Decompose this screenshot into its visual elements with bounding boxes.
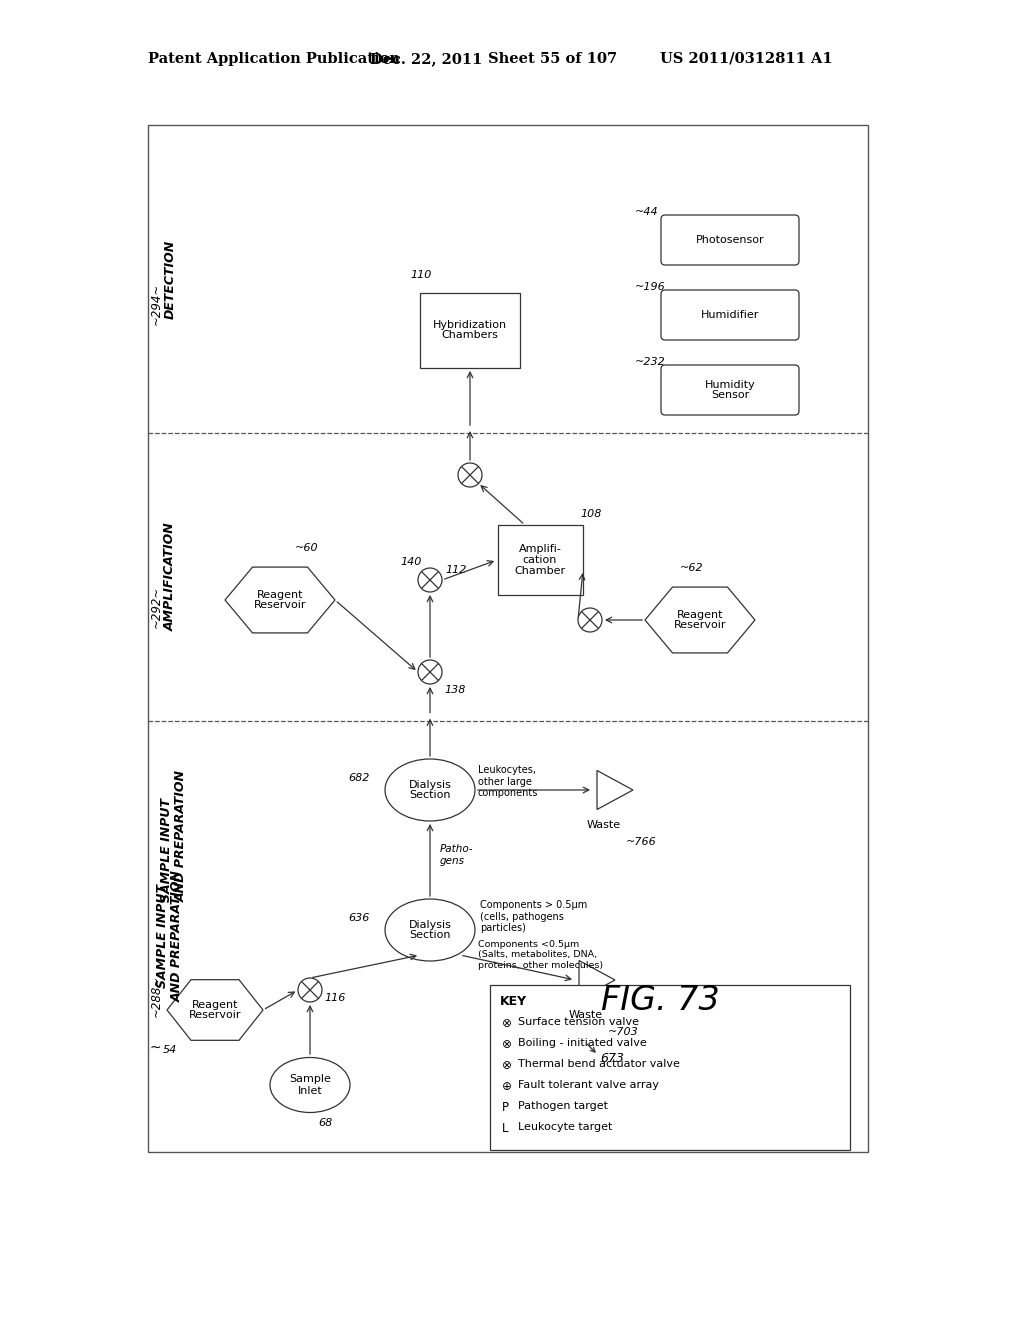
Text: 68: 68 — [318, 1118, 332, 1129]
FancyBboxPatch shape — [662, 366, 799, 414]
Text: ~196: ~196 — [635, 282, 666, 292]
Text: L: L — [502, 1122, 509, 1135]
Circle shape — [298, 978, 322, 1002]
Text: Reservoir: Reservoir — [188, 1011, 242, 1020]
Text: Chamber: Chamber — [514, 566, 565, 576]
Text: Sample: Sample — [289, 1074, 331, 1085]
Text: Thermal bend actuator valve: Thermal bend actuator valve — [518, 1059, 680, 1069]
Text: ~766: ~766 — [626, 837, 656, 847]
Polygon shape — [225, 568, 335, 632]
Text: Humidity: Humidity — [705, 380, 756, 389]
Text: Dialysis: Dialysis — [409, 920, 452, 929]
Ellipse shape — [385, 759, 475, 821]
Text: Reagent: Reagent — [257, 590, 303, 599]
Ellipse shape — [270, 1057, 350, 1113]
Text: ~292~: ~292~ — [150, 586, 163, 628]
Text: 682: 682 — [348, 774, 370, 783]
Text: Section: Section — [410, 791, 451, 800]
Text: ~232: ~232 — [635, 356, 666, 367]
Text: 108: 108 — [580, 510, 601, 519]
Text: 138: 138 — [444, 685, 465, 696]
Text: Patent Application Publication: Patent Application Publication — [148, 51, 400, 66]
Text: ⊗: ⊗ — [502, 1016, 512, 1030]
Text: Reservoir: Reservoir — [674, 620, 726, 631]
Text: Sensor: Sensor — [711, 391, 750, 400]
Text: ~44: ~44 — [635, 207, 658, 216]
Text: Photosensor: Photosensor — [695, 235, 764, 246]
Text: 54: 54 — [163, 1045, 177, 1055]
Circle shape — [458, 463, 482, 487]
Text: Leukocytes,
other large
components: Leukocytes, other large components — [478, 766, 539, 799]
Text: ~62: ~62 — [680, 564, 703, 573]
Text: SAMPLE INPUT
AND PREPARATION: SAMPLE INPUT AND PREPARATION — [156, 870, 184, 1002]
Text: KEY: KEY — [500, 995, 527, 1008]
Text: ⊗: ⊗ — [502, 1038, 512, 1051]
Text: 673: 673 — [600, 1052, 624, 1064]
Text: 140: 140 — [400, 557, 421, 568]
Text: Patho-
gens: Patho- gens — [440, 845, 473, 866]
Polygon shape — [579, 961, 615, 999]
Text: Surface tension valve: Surface tension valve — [518, 1016, 639, 1027]
Text: Sheet 55 of 107: Sheet 55 of 107 — [488, 51, 617, 66]
Text: Humidifier: Humidifier — [700, 310, 759, 319]
Text: Components <0.5μm
(Salts, metabolites, DNA,
proteins, other molecules): Components <0.5μm (Salts, metabolites, D… — [478, 940, 603, 970]
Text: Reagent: Reagent — [191, 999, 239, 1010]
Text: AMPLIFICATION: AMPLIFICATION — [164, 523, 176, 631]
FancyBboxPatch shape — [662, 290, 799, 341]
Text: ~288~: ~288~ — [150, 975, 163, 1018]
Text: Leukocyte target: Leukocyte target — [518, 1122, 612, 1133]
Text: ~294~: ~294~ — [150, 282, 163, 325]
Text: cation: cation — [523, 554, 557, 565]
Text: 636: 636 — [348, 913, 370, 923]
Text: ⊕: ⊕ — [502, 1080, 512, 1093]
FancyBboxPatch shape — [662, 215, 799, 265]
Text: Chambers: Chambers — [441, 330, 499, 341]
Text: Amplifi-: Amplifi- — [518, 544, 561, 554]
Text: Reagent: Reagent — [677, 610, 723, 619]
Circle shape — [418, 660, 442, 684]
Text: US 2011/0312811 A1: US 2011/0312811 A1 — [660, 51, 833, 66]
Text: Boiling - initiated valve: Boiling - initiated valve — [518, 1038, 647, 1048]
Text: Dialysis: Dialysis — [409, 780, 452, 789]
Text: DETECTION: DETECTION — [164, 239, 176, 318]
Ellipse shape — [385, 899, 475, 961]
Text: Fault tolerant valve array: Fault tolerant valve array — [518, 1080, 659, 1090]
Text: Reservoir: Reservoir — [254, 601, 306, 610]
Text: Dec. 22, 2011: Dec. 22, 2011 — [370, 51, 482, 66]
Text: Section: Section — [410, 931, 451, 940]
Text: FIG. 73: FIG. 73 — [601, 983, 720, 1016]
Bar — [148, 125, 868, 1152]
Text: SAMPLE INPUT
AND PREPARATION: SAMPLE INPUT AND PREPARATION — [160, 771, 188, 903]
Text: ~: ~ — [150, 1041, 162, 1055]
Polygon shape — [597, 771, 633, 809]
Circle shape — [418, 568, 442, 591]
Text: ⊗: ⊗ — [502, 1059, 512, 1072]
Text: Inlet: Inlet — [298, 1085, 323, 1096]
Bar — [420, 293, 520, 367]
Polygon shape — [645, 587, 755, 653]
Text: P: P — [502, 1101, 509, 1114]
Bar — [498, 525, 583, 595]
Text: 116: 116 — [324, 993, 345, 1003]
Text: 112: 112 — [445, 565, 466, 576]
Text: ~60: ~60 — [295, 543, 318, 553]
Text: 110: 110 — [410, 271, 431, 280]
Text: Waste: Waste — [569, 1010, 603, 1020]
Text: Pathogen target: Pathogen target — [518, 1101, 608, 1111]
Polygon shape — [167, 979, 263, 1040]
Text: Waste: Waste — [587, 820, 622, 830]
Text: Hybridization: Hybridization — [433, 319, 507, 330]
Text: ~703: ~703 — [608, 1027, 639, 1038]
Circle shape — [578, 609, 602, 632]
Bar — [490, 985, 850, 1150]
Text: Components > 0.5μm
(cells, pathogens
particles): Components > 0.5μm (cells, pathogens par… — [480, 900, 587, 933]
